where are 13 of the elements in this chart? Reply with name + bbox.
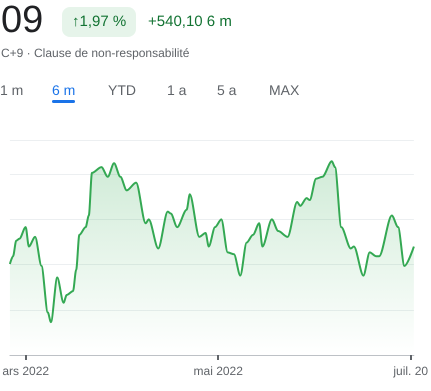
x-tick-label: mai 2022 bbox=[194, 364, 244, 378]
text: 6 m bbox=[52, 81, 76, 100]
chart-title: 09 bbox=[1, 0, 44, 42]
text: 1 a bbox=[167, 81, 186, 100]
text: C+9 · Clause de non-responsabilité bbox=[1, 45, 190, 61]
chart-subtitle: ↑1,97 % bbox=[62, 7, 136, 37]
x-tick-label: juil. 20 bbox=[392, 364, 428, 378]
text: 5 a bbox=[217, 81, 236, 100]
text: MAX bbox=[269, 81, 300, 100]
x-tick-label: ars 2022 bbox=[2, 364, 50, 378]
text: 1 m bbox=[0, 81, 24, 100]
text: +540,10 6 m bbox=[148, 12, 232, 32]
text: YTD bbox=[108, 81, 136, 100]
